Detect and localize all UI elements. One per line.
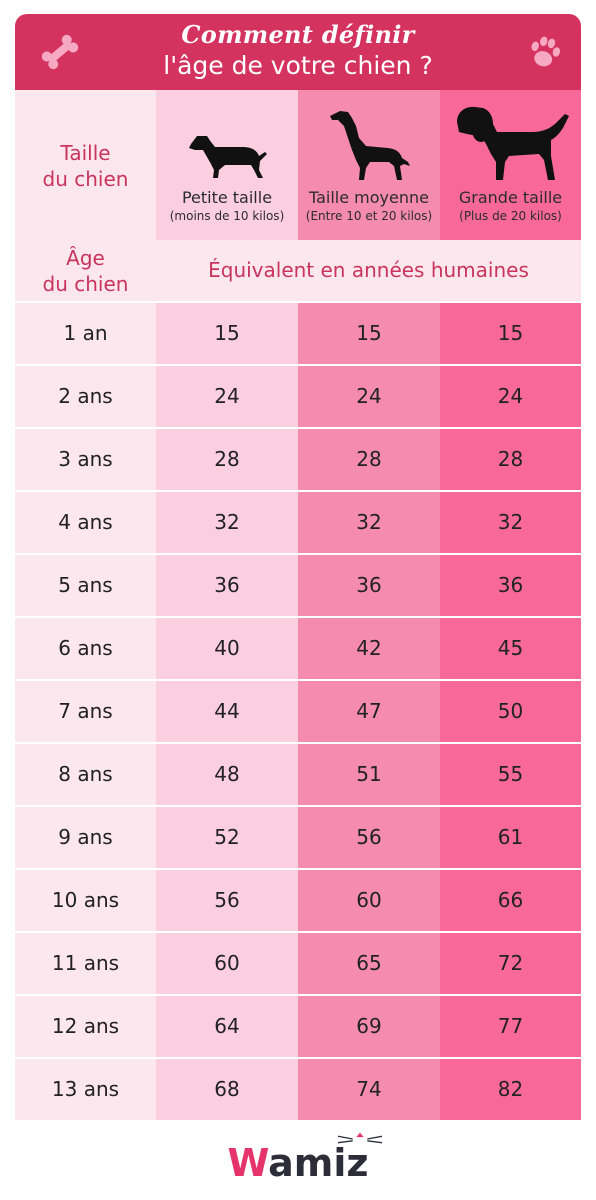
medium-value-cell: 36 <box>298 555 440 616</box>
wamiz-logo: Wamiz <box>0 1132 596 1188</box>
medium-value-cell: 56 <box>298 807 440 868</box>
column-large-note: (Plus de 20 kilos) <box>459 209 562 223</box>
large-value-cell: 28 <box>440 429 581 490</box>
small-value-cell: 60 <box>156 933 298 994</box>
large-value-cell: 72 <box>440 933 581 994</box>
large-value-cell: 15 <box>440 303 581 364</box>
small-value-cell: 52 <box>156 807 298 868</box>
small-value-cell: 24 <box>156 366 298 427</box>
table-row: 13 ans 68 74 82 <box>15 1059 581 1120</box>
age-cell: 12 ans <box>15 996 156 1057</box>
large-value-cell: 45 <box>440 618 581 679</box>
small-value-cell: 44 <box>156 681 298 742</box>
small-value-cell: 48 <box>156 744 298 805</box>
table-row: 9 ans 52 56 61 <box>15 807 581 868</box>
large-value-cell: 66 <box>440 870 581 931</box>
medium-value-cell: 69 <box>298 996 440 1057</box>
table-row: 5 ans 36 36 36 <box>15 555 581 616</box>
size-row-label: Taille du chien <box>15 90 156 240</box>
age-table-card: Comment définir l'âge de votre chien ? T… <box>15 14 581 1121</box>
column-medium-note: (Entre 10 et 20 kilos) <box>305 209 433 223</box>
equivalent-label: Équivalent en années humaines <box>156 240 581 301</box>
small-dog-icon <box>189 136 267 178</box>
table-row: 4 ans 32 32 32 <box>15 492 581 553</box>
age-cell: 5 ans <box>15 555 156 616</box>
medium-value-cell: 15 <box>298 303 440 364</box>
column-medium-name: Taille moyenne <box>308 188 429 207</box>
medium-value-cell: 32 <box>298 492 440 553</box>
title-line-1: Comment définir <box>181 20 415 49</box>
age-cell: 10 ans <box>15 870 156 931</box>
table-row: 1 an 15 15 15 <box>15 303 581 364</box>
large-dog-icon <box>456 106 569 180</box>
column-small-note: (moins de 10 kilos) <box>169 209 285 223</box>
age-cell: 13 ans <box>15 1059 156 1120</box>
table-row: 3 ans 28 28 28 <box>15 429 581 490</box>
large-value-cell: 61 <box>440 807 581 868</box>
medium-value-cell: 51 <box>298 744 440 805</box>
column-large-name: Grande taille <box>458 188 563 207</box>
small-value-cell: 32 <box>156 492 298 553</box>
medium-value-cell: 42 <box>298 618 440 679</box>
small-value-cell: 64 <box>156 996 298 1057</box>
table-row: 10 ans 56 60 66 <box>15 870 581 931</box>
large-value-cell: 36 <box>440 555 581 616</box>
medium-value-cell: 47 <box>298 681 440 742</box>
column-small: Petite taille (moins de 10 kilos) <box>156 90 298 240</box>
table-row: 11 ans 60 65 72 <box>15 933 581 994</box>
table-row: 7 ans 44 47 50 <box>15 681 581 742</box>
age-cell: 9 ans <box>15 807 156 868</box>
table-row: 6 ans 40 42 45 <box>15 618 581 679</box>
medium-value-cell: 60 <box>298 870 440 931</box>
paw-icon <box>531 36 561 67</box>
large-value-cell: 32 <box>440 492 581 553</box>
medium-dog-icon <box>330 111 410 180</box>
small-value-cell: 28 <box>156 429 298 490</box>
small-value-cell: 40 <box>156 618 298 679</box>
large-value-cell: 82 <box>440 1059 581 1120</box>
small-value-cell: 36 <box>156 555 298 616</box>
bone-icon <box>41 34 79 70</box>
small-value-cell: 56 <box>156 870 298 931</box>
large-value-cell: 77 <box>440 996 581 1057</box>
medium-value-cell: 28 <box>298 429 440 490</box>
age-cell: 11 ans <box>15 933 156 994</box>
age-cell: 1 an <box>15 303 156 364</box>
medium-value-cell: 65 <box>298 933 440 994</box>
small-value-cell: 68 <box>156 1059 298 1120</box>
age-cell: 4 ans <box>15 492 156 553</box>
column-small-name: Petite taille <box>181 188 273 207</box>
large-value-cell: 55 <box>440 744 581 805</box>
table-row: 2 ans 24 24 24 <box>15 366 581 427</box>
age-cell: 3 ans <box>15 429 156 490</box>
logo-rest: amiz <box>268 1141 369 1185</box>
title-line-2: l'âge de votre chien ? <box>163 51 433 80</box>
logo-letter-w: W <box>227 1141 269 1185</box>
cat-whiskers-icon <box>338 1132 383 1144</box>
large-value-cell: 24 <box>440 366 581 427</box>
table-row: 8 ans 48 51 55 <box>15 744 581 805</box>
age-cell: 6 ans <box>15 618 156 679</box>
medium-value-cell: 74 <box>298 1059 440 1120</box>
large-value-cell: 50 <box>440 681 581 742</box>
small-value-cell: 15 <box>156 303 298 364</box>
header-banner: Comment définir l'âge de votre chien ? <box>15 14 581 90</box>
table-row: 12 ans 64 69 77 <box>15 996 581 1057</box>
age-cell: 2 ans <box>15 366 156 427</box>
column-large: Grande taille (Plus de 20 kilos) <box>440 90 581 240</box>
age-cell: 7 ans <box>15 681 156 742</box>
column-medium: Taille moyenne (Entre 10 et 20 kilos) <box>298 90 440 240</box>
age-row-label: Âge du chien <box>15 240 156 301</box>
age-cell: 8 ans <box>15 744 156 805</box>
medium-value-cell: 24 <box>298 366 440 427</box>
